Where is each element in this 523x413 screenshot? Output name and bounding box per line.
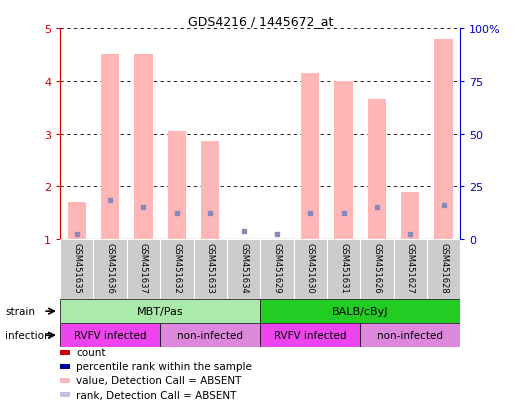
- Bar: [60, 392, 70, 397]
- Bar: [427, 240, 460, 299]
- Text: GSM451633: GSM451633: [206, 242, 214, 293]
- Title: GDS4216 / 1445672_at: GDS4216 / 1445672_at: [188, 15, 333, 28]
- Bar: [160, 323, 260, 347]
- Bar: [360, 240, 393, 299]
- Bar: [101, 55, 119, 240]
- Bar: [260, 240, 293, 299]
- Bar: [435, 40, 453, 240]
- Bar: [127, 240, 160, 299]
- Bar: [401, 192, 419, 240]
- Bar: [227, 240, 260, 299]
- Bar: [194, 240, 227, 299]
- Text: rank, Detection Call = ABSENT: rank, Detection Call = ABSENT: [76, 389, 236, 399]
- Bar: [60, 378, 70, 383]
- Bar: [334, 82, 353, 240]
- Text: GSM451636: GSM451636: [106, 242, 115, 293]
- Text: GSM451635: GSM451635: [72, 242, 81, 293]
- Bar: [394, 240, 427, 299]
- Bar: [360, 323, 460, 347]
- Text: GSM451637: GSM451637: [139, 242, 148, 293]
- Text: non-infected: non-infected: [377, 330, 443, 340]
- Text: GSM451628: GSM451628: [439, 242, 448, 293]
- Bar: [160, 240, 194, 299]
- Bar: [94, 240, 127, 299]
- Text: strain: strain: [5, 306, 35, 316]
- Bar: [327, 240, 360, 299]
- Text: GSM451629: GSM451629: [272, 242, 281, 293]
- Text: count: count: [76, 348, 106, 358]
- Bar: [301, 74, 320, 240]
- Text: infection: infection: [5, 330, 51, 340]
- Bar: [201, 142, 219, 240]
- Text: value, Detection Call = ABSENT: value, Detection Call = ABSENT: [76, 375, 242, 386]
- Text: GSM451627: GSM451627: [406, 242, 415, 293]
- Text: BALB/cByJ: BALB/cByJ: [332, 306, 389, 316]
- Text: GSM451634: GSM451634: [239, 242, 248, 293]
- Bar: [60, 299, 260, 323]
- Text: RVFV infected: RVFV infected: [74, 330, 146, 340]
- Bar: [60, 240, 94, 299]
- Text: GSM451630: GSM451630: [306, 242, 315, 293]
- Text: GSM451632: GSM451632: [173, 242, 181, 293]
- Bar: [368, 100, 386, 240]
- Bar: [134, 55, 153, 240]
- Bar: [67, 203, 86, 240]
- Bar: [293, 240, 327, 299]
- Bar: [168, 132, 186, 240]
- Text: GSM451626: GSM451626: [372, 242, 381, 293]
- Text: GSM451631: GSM451631: [339, 242, 348, 293]
- Bar: [60, 323, 160, 347]
- Text: percentile rank within the sample: percentile rank within the sample: [76, 362, 252, 372]
- Bar: [260, 299, 460, 323]
- Text: non-infected: non-infected: [177, 330, 243, 340]
- Bar: [60, 364, 70, 369]
- Text: MBT/Pas: MBT/Pas: [137, 306, 184, 316]
- Bar: [260, 323, 360, 347]
- Text: RVFV infected: RVFV infected: [274, 330, 346, 340]
- Bar: [60, 350, 70, 355]
